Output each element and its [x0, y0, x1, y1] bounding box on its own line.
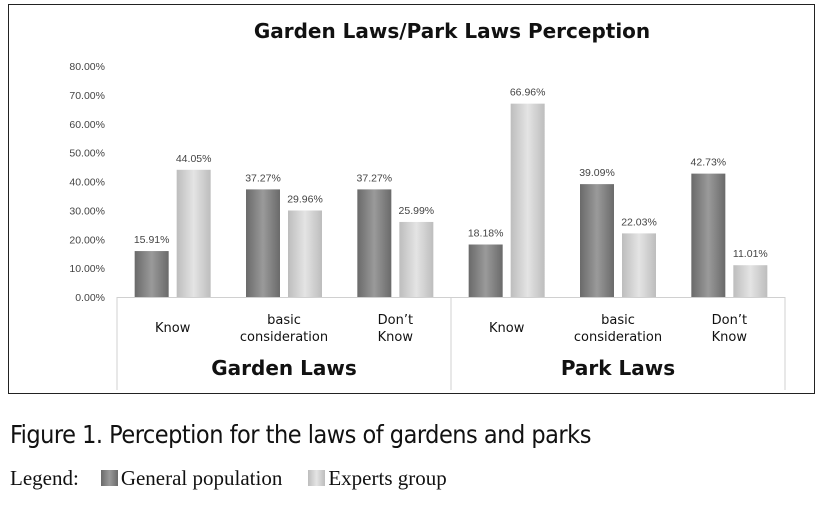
data-label: 39.09% [579, 167, 615, 179]
data-label: 37.27% [245, 172, 281, 184]
bar-experts-group [176, 169, 211, 297]
y-axis: 0.00% 10.00% 20.00% 30.00% 40.00% 50.00% 60.00… [69, 61, 105, 304]
chart-title: Garden Laws/Park Laws Perception [254, 19, 650, 43]
x-axis: Know basic consideration Don’t Know Garden La… [116, 297, 786, 390]
data-label: 29.96% [287, 193, 323, 205]
bar-general-population [580, 184, 614, 297]
category-label: consideration [240, 330, 328, 345]
data-label: 44.05% [176, 153, 212, 165]
data-label: 37.27% [357, 172, 393, 184]
category-label: Don’t [378, 313, 413, 328]
bar-general-population [691, 173, 726, 297]
bar-general-population [246, 189, 280, 297]
data-label: 66.96% [510, 87, 546, 99]
y-tick-label: 0.00% [75, 292, 105, 304]
y-tick-label: 20.00% [69, 234, 105, 246]
legend-label-general: General population [120, 465, 283, 490]
category-label: basic [601, 313, 635, 328]
bar-experts-group [733, 265, 768, 297]
data-label: 25.99% [399, 205, 435, 217]
legend-swatch-experts [308, 470, 326, 486]
bar-general-population [468, 244, 503, 297]
legend-swatch-general [100, 470, 118, 486]
y-tick-label: 10.00% [69, 263, 105, 275]
category-label: Know [155, 321, 191, 336]
y-tick-label: 30.00% [69, 205, 105, 217]
legend-label-experts: Experts group [328, 465, 447, 490]
legend: Legend: General population Experts group [10, 463, 447, 493]
y-tick-label: 40.00% [69, 177, 105, 189]
bar-chart: Garden Laws/Park Laws Perception 0.00% 10… [69, 19, 786, 390]
data-label: 11.01% [733, 248, 768, 260]
category-label: basic [267, 313, 301, 328]
y-tick-label: 60.00% [69, 119, 105, 131]
bar-general-population [357, 189, 392, 297]
group-label: Park Laws [561, 356, 675, 380]
legend-entry-experts: Experts group [308, 465, 447, 491]
bar-general-population [134, 251, 169, 297]
category-label: Know [489, 321, 525, 336]
data-label: 15.91% [134, 234, 170, 246]
figure-caption: Figure 1. Perception for the laws of gar… [10, 420, 591, 449]
bars: 15.91% 44.05% 37.27% 29.96% 37.27% 25.99% 18.1… [134, 87, 768, 297]
bar-experts-group [510, 103, 545, 297]
y-tick-label: 80.00% [69, 61, 105, 73]
y-tick-label: 70.00% [69, 90, 105, 102]
data-label: 42.73% [691, 157, 727, 169]
legend-entry-general: General population [100, 465, 283, 491]
data-label: 18.18% [468, 228, 504, 240]
category-label: Know [712, 330, 748, 345]
bar-experts-group [288, 210, 322, 297]
category-label: Know [378, 330, 414, 345]
category-label: Don’t [712, 313, 747, 328]
legend-prefix: Legend: [10, 465, 79, 490]
category-label: consideration [574, 330, 662, 345]
bar-experts-group [399, 221, 434, 297]
y-tick-label: 50.00% [69, 148, 105, 160]
group-label: Garden Laws [211, 356, 356, 380]
chart-frame: Garden Laws/Park Laws Perception 0.00% 10… [8, 4, 815, 394]
bar-experts-group [622, 233, 656, 297]
data-label: 22.03% [621, 216, 657, 228]
